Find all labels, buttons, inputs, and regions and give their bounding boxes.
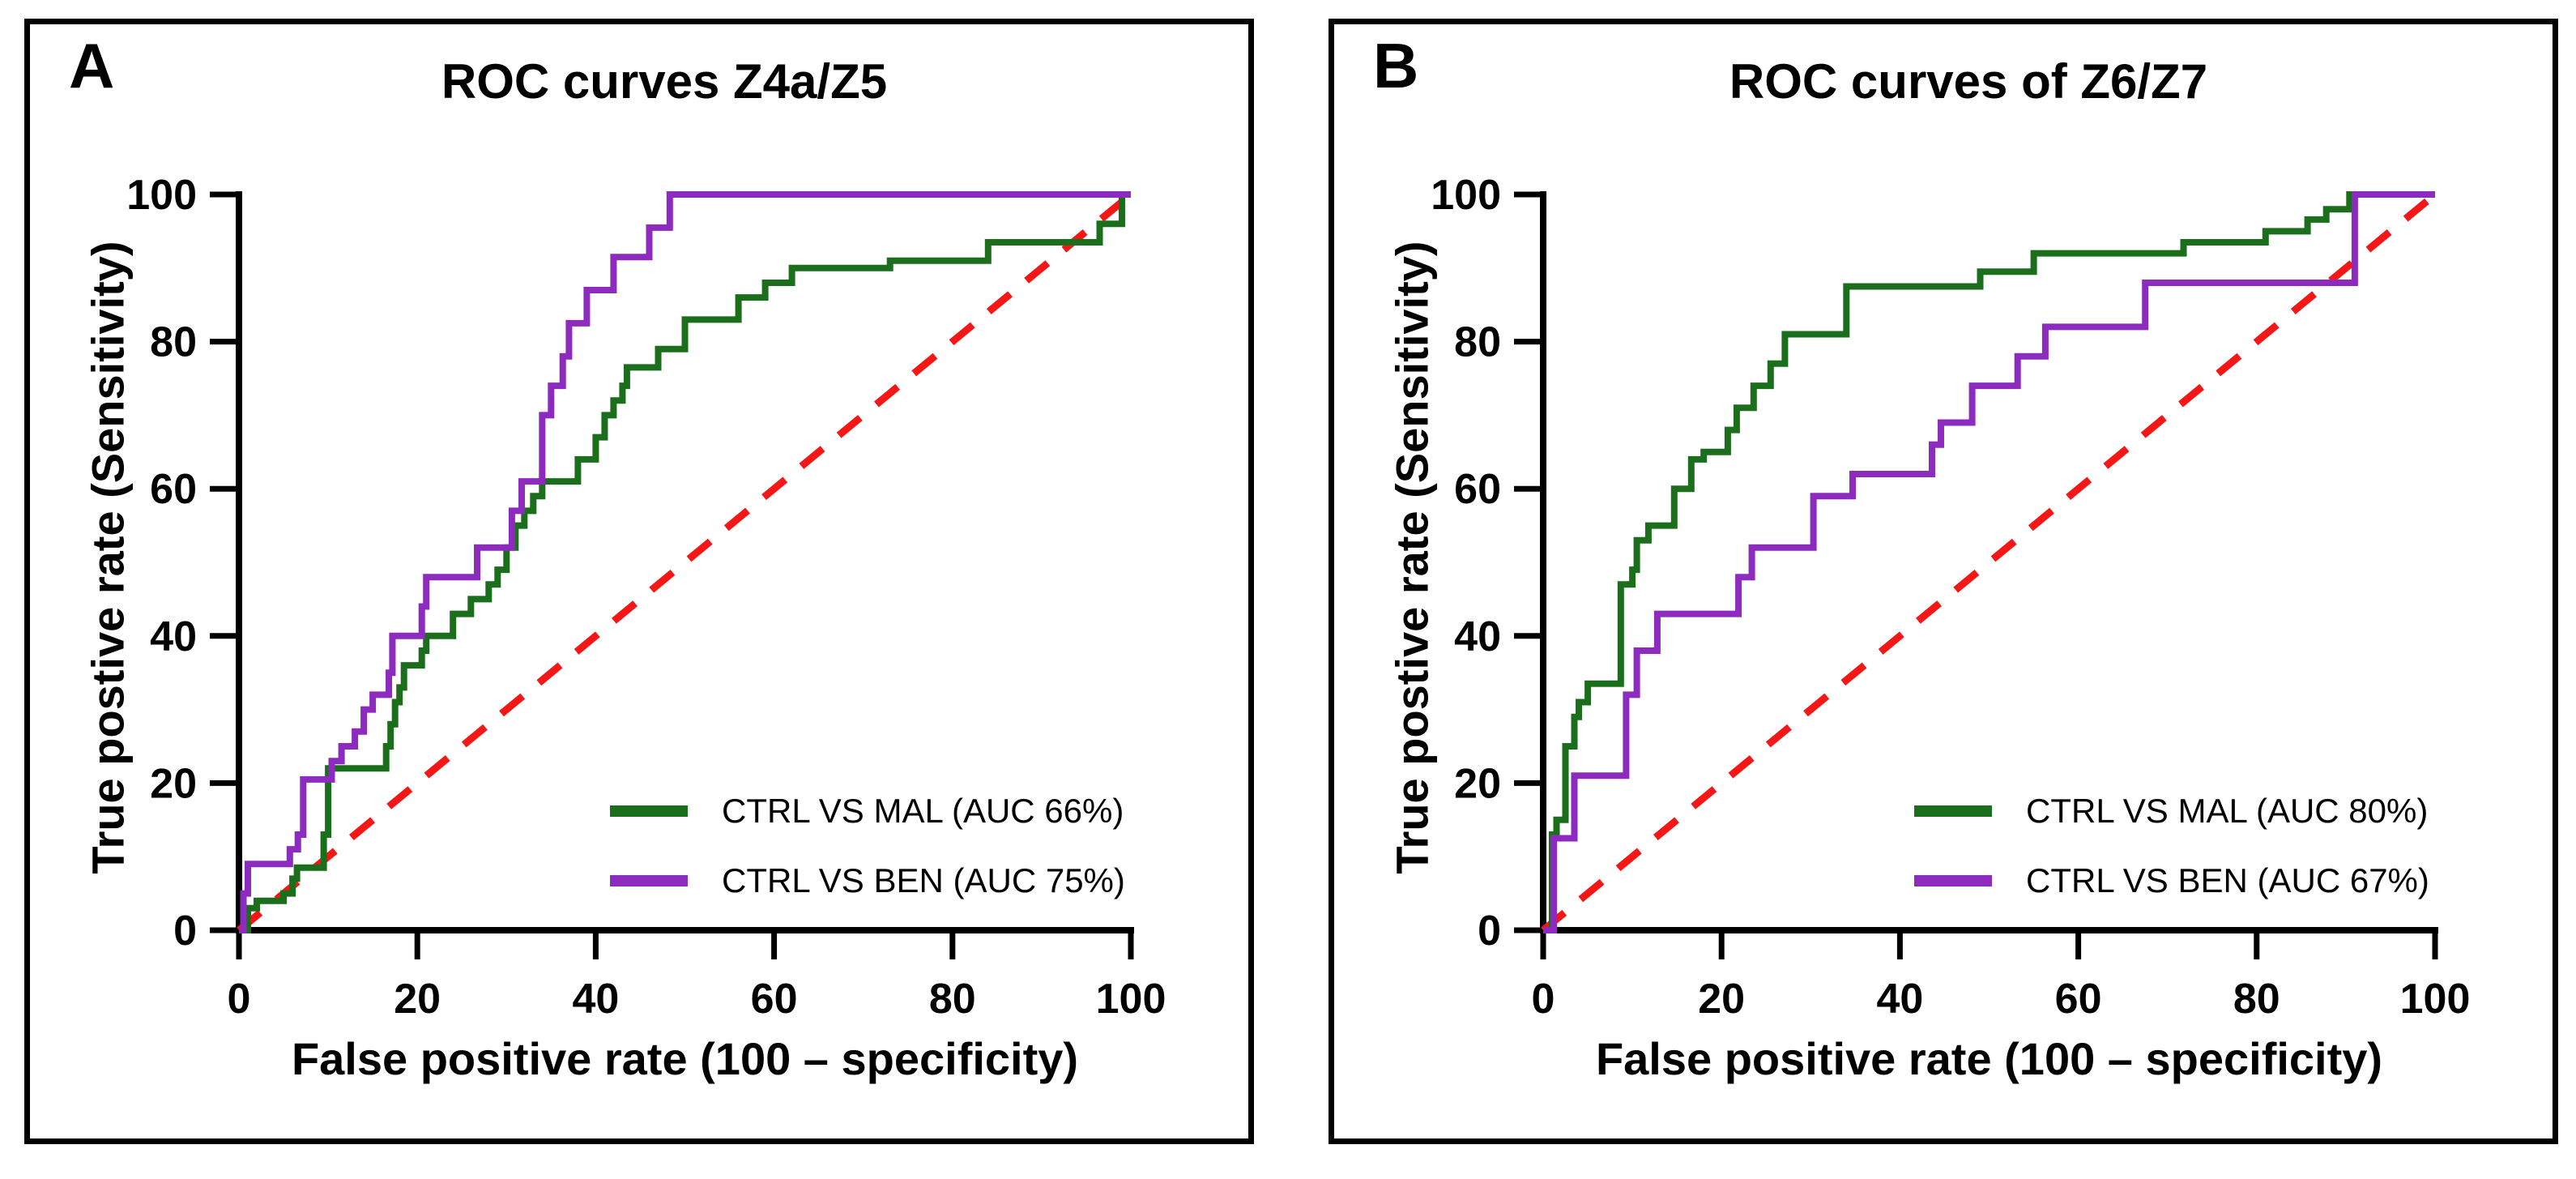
- panel-letter-b: B: [1373, 30, 1419, 101]
- legend-item-ben: CTRL VS BEN (AUC 67%): [1914, 857, 2429, 904]
- panel-b: B ROC curves of Z6/Z7 True postive rate …: [1329, 19, 2558, 1144]
- legend-swatch-mal: [1914, 805, 1992, 817]
- svg-text:40: 40: [1454, 613, 1501, 660]
- x-axis-label-a: False positive rate (100 – specificity): [291, 1033, 1079, 1084]
- svg-text:80: 80: [929, 976, 976, 1023]
- x-axis-label-b: False positive rate (100 – specificity): [1595, 1033, 2383, 1084]
- svg-text:60: 60: [1454, 466, 1501, 513]
- roc-plot-a: 0 20 40 60 80 100 0 20 40 60 80 100: [126, 172, 1166, 1023]
- legend-a: CTRL VS MAL (AUC 66%) CTRL VS BEN (AUC 7…: [610, 788, 1125, 927]
- legend-swatch-mal: [610, 805, 688, 817]
- svg-text:60: 60: [751, 976, 798, 1023]
- legend-item-mal: CTRL VS MAL (AUC 80%): [1914, 788, 2429, 835]
- svg-text:80: 80: [1454, 319, 1501, 366]
- legend-label-mal: CTRL VS MAL (AUC 66%): [722, 792, 1124, 830]
- svg-text:40: 40: [572, 976, 619, 1023]
- svg-text:60: 60: [2055, 976, 2102, 1023]
- svg-text:0: 0: [1532, 976, 1555, 1023]
- legend-item-mal: CTRL VS MAL (AUC 66%): [610, 788, 1125, 835]
- svg-text:20: 20: [1454, 760, 1501, 807]
- svg-text:100: 100: [2400, 976, 2471, 1023]
- svg-text:100: 100: [126, 172, 197, 219]
- panel-a: A ROC curves Z4a/Z5 True postive rate (S…: [24, 19, 1254, 1144]
- svg-text:0: 0: [173, 908, 197, 955]
- svg-text:100: 100: [1096, 976, 1166, 1023]
- legend-label-ben: CTRL VS BEN (AUC 75%): [722, 861, 1125, 899]
- svg-text:0: 0: [228, 976, 251, 1023]
- legend-label-mal: CTRL VS MAL (AUC 80%): [2026, 792, 2429, 830]
- svg-text:80: 80: [150, 319, 197, 366]
- panel-letter-a: A: [69, 30, 115, 101]
- svg-text:100: 100: [1431, 172, 1501, 219]
- svg-text:0: 0: [1478, 908, 1501, 955]
- svg-text:20: 20: [1698, 976, 1745, 1023]
- legend-item-ben: CTRL VS BEN (AUC 75%): [610, 857, 1125, 904]
- svg-text:40: 40: [1876, 976, 1923, 1023]
- legend-label-ben: CTRL VS BEN (AUC 67%): [2026, 861, 2429, 899]
- svg-text:20: 20: [394, 976, 441, 1023]
- svg-text:60: 60: [150, 466, 197, 513]
- legend-b: CTRL VS MAL (AUC 80%) CTRL VS BEN (AUC 6…: [1914, 788, 2429, 927]
- svg-text:20: 20: [150, 760, 197, 807]
- chart-title-b: ROC curves of Z6/Z7: [1729, 54, 2208, 109]
- roc-plot-b: 0 20 40 60 80 100 0 20 40 60 80 100: [1431, 172, 2471, 1023]
- svg-text:80: 80: [2233, 976, 2280, 1023]
- chart-title-a: ROC curves Z4a/Z5: [441, 54, 888, 109]
- legend-swatch-ben: [1914, 875, 1992, 886]
- svg-text:40: 40: [150, 613, 197, 660]
- legend-swatch-ben: [610, 875, 688, 886]
